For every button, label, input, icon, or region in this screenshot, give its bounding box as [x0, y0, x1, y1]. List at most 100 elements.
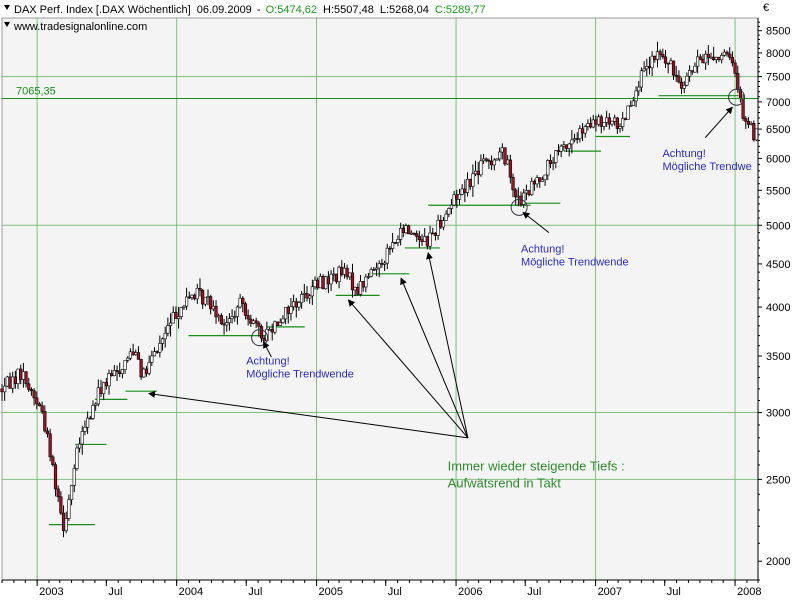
- candle: [639, 67, 644, 93]
- candle: [546, 159, 550, 181]
- candle: [235, 305, 240, 325]
- callout-text-1: Mögliche Trendwende: [521, 257, 629, 269]
- candle: [696, 49, 700, 74]
- candle: [492, 158, 496, 171]
- candle: [107, 369, 111, 395]
- candle: [345, 264, 349, 280]
- x-tick-label-0: 2003: [39, 586, 63, 598]
- x-tick-label-3: Jul: [248, 586, 262, 598]
- candle: [642, 61, 646, 73]
- candle: [321, 274, 325, 290]
- candle: [198, 278, 202, 297]
- candle: [289, 298, 293, 321]
- candle: [168, 313, 173, 337]
- header-high: H:5507,48: [323, 4, 374, 16]
- candle: [746, 117, 751, 129]
- candle: [479, 154, 483, 177]
- candle: [677, 70, 681, 84]
- candle: [706, 45, 710, 66]
- candle: [615, 116, 619, 134]
- candle: [385, 243, 389, 270]
- y-tick-label-11: 7500: [766, 72, 790, 84]
- candle: [69, 484, 74, 506]
- candle: [484, 157, 488, 163]
- candle: [637, 80, 641, 96]
- grid-layer: [2, 18, 758, 580]
- candles-layer: [0, 41, 759, 538]
- collapse-triangle-icon[interactable]: [4, 5, 10, 10]
- candle: [219, 313, 223, 326]
- candle: [281, 315, 285, 324]
- candle: [540, 176, 545, 182]
- candle: [559, 144, 563, 158]
- x-tick-label-1: Jul: [108, 586, 122, 598]
- collapse-triangle-icon-2[interactable]: [4, 22, 10, 27]
- callout-arrow-1: [522, 211, 550, 234]
- candle: [543, 174, 547, 186]
- header-dash: -: [257, 4, 261, 16]
- candle: [67, 494, 71, 522]
- price-line-layer: 7065,35: [2, 85, 758, 99]
- y-tick-label-5: 4500: [766, 259, 790, 271]
- candle: [5, 375, 9, 388]
- x-tick-label-7: Jul: [527, 586, 541, 598]
- candle: [436, 214, 440, 240]
- candle: [29, 387, 34, 396]
- candle: [720, 52, 724, 64]
- candle: [754, 128, 759, 142]
- header-open: O:5474,62: [266, 4, 317, 16]
- candle: [393, 242, 397, 245]
- candle: [663, 49, 668, 69]
- candle: [59, 491, 63, 516]
- callout-arrow-2: [704, 106, 733, 138]
- candle: [366, 273, 371, 279]
- candle: [158, 335, 162, 358]
- candle: [86, 411, 90, 435]
- candle: [48, 428, 52, 462]
- candle: [195, 283, 199, 304]
- candle: [514, 188, 518, 206]
- callout-text-0: Mögliche Trendwende: [246, 369, 354, 381]
- candle: [567, 142, 571, 157]
- fan-arrow-0: [148, 390, 468, 439]
- x-tick-label-4: 2005: [319, 586, 343, 598]
- y-tick-label-9: 6500: [766, 124, 790, 136]
- candle: [733, 59, 737, 78]
- candle: [752, 120, 756, 142]
- x-tick-label-10: 2008: [737, 586, 761, 598]
- candle: [166, 317, 170, 337]
- candle: [176, 306, 181, 329]
- candle: [278, 318, 282, 326]
- candle: [214, 300, 218, 324]
- candle: [329, 270, 333, 291]
- x-tick-label-6: 2006: [458, 586, 482, 598]
- plot-background: [1, 17, 759, 581]
- candle: [209, 294, 213, 315]
- candle: [607, 113, 611, 130]
- candle: [377, 260, 381, 278]
- candle: [91, 400, 95, 420]
- candle: [308, 293, 312, 304]
- candle: [391, 232, 395, 253]
- candle: [142, 367, 146, 378]
- candle: [64, 511, 68, 534]
- candle: [551, 156, 555, 171]
- candle: [655, 41, 660, 68]
- callout-text-2: Mögliche Trendwe: [662, 161, 751, 173]
- candle: [136, 346, 141, 360]
- candle: [503, 147, 507, 167]
- candle: [56, 485, 60, 503]
- candle: [599, 114, 603, 134]
- candle: [32, 388, 36, 406]
- candle: [72, 464, 76, 493]
- candle: [618, 123, 622, 133]
- candle: [3, 377, 7, 401]
- candle: [163, 326, 167, 348]
- candle: [273, 320, 277, 335]
- candle: [530, 177, 534, 196]
- candle: [182, 304, 186, 310]
- candle: [150, 350, 154, 366]
- candle: [147, 355, 151, 376]
- fan-arrow-2: [400, 277, 469, 439]
- candle: [575, 132, 579, 144]
